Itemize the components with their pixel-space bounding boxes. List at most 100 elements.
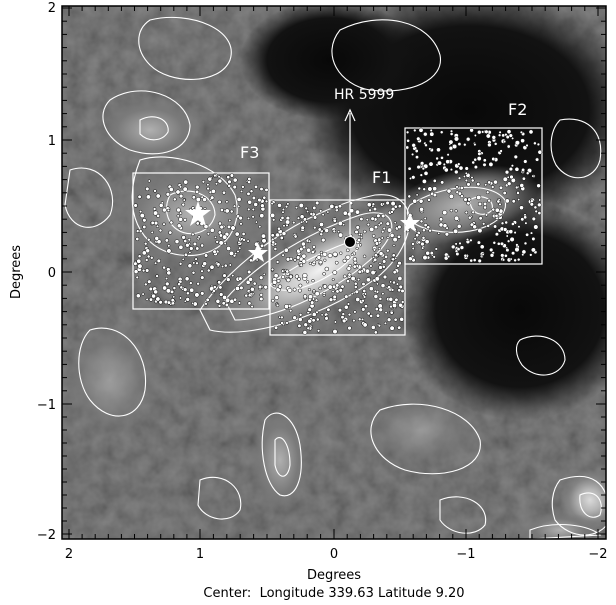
star-dot <box>422 187 426 191</box>
star-dot <box>331 284 337 289</box>
star-dot <box>535 157 540 162</box>
star-dot <box>517 225 521 229</box>
star-dot <box>233 297 238 302</box>
star-dot <box>258 275 264 280</box>
star-dot <box>219 224 224 230</box>
star-dot <box>135 229 140 233</box>
star-dot <box>476 194 482 201</box>
star-dot <box>135 293 141 299</box>
star-dot <box>237 240 241 244</box>
star-dot <box>148 286 153 292</box>
star-dot <box>270 212 276 218</box>
star-dot <box>442 223 448 229</box>
star-dot <box>386 317 392 322</box>
star-dot <box>413 128 417 133</box>
star-dot <box>253 202 259 207</box>
star-dot <box>264 187 269 192</box>
star-dot <box>449 129 454 133</box>
star-dot <box>485 190 490 195</box>
star-dot <box>230 225 236 231</box>
star-dot <box>178 193 184 199</box>
star-dot <box>434 247 438 251</box>
star-dot <box>421 246 425 250</box>
star-dot <box>372 207 378 212</box>
star-dot <box>399 316 405 322</box>
star-dot <box>471 160 476 165</box>
star-dot <box>341 312 346 316</box>
star-dot <box>528 129 534 135</box>
star-dot <box>419 219 424 224</box>
star-dot <box>511 251 516 256</box>
star-dot <box>178 244 184 250</box>
star-dot <box>432 255 436 259</box>
star-dot <box>284 304 289 309</box>
star-dot <box>271 240 276 245</box>
star-dot <box>228 263 232 267</box>
star-symbols <box>185 201 420 262</box>
star-dot <box>450 244 456 250</box>
star-dot <box>519 183 525 188</box>
star-dot <box>216 262 221 267</box>
star-dot <box>340 315 345 320</box>
star-dot <box>398 302 403 308</box>
star-dot <box>162 222 166 226</box>
star-dot <box>331 290 335 294</box>
star-dot <box>400 288 405 294</box>
star-dot <box>192 241 198 247</box>
star-dot <box>326 307 331 312</box>
star-dot <box>308 261 312 265</box>
star-dot <box>275 260 280 264</box>
star-dot <box>332 329 338 335</box>
star-dot <box>260 243 265 248</box>
star-dot <box>231 274 235 278</box>
star-dot <box>189 281 193 285</box>
star-dot <box>392 237 398 243</box>
star-dot <box>153 289 159 295</box>
star-dot <box>505 248 510 253</box>
star-dot <box>261 233 266 239</box>
star-dot <box>272 279 278 285</box>
star-dot <box>342 223 346 227</box>
star-dot <box>439 217 444 222</box>
star-dot <box>363 229 367 234</box>
star-dot <box>151 293 156 299</box>
star-dot <box>346 248 350 253</box>
star-dot <box>148 297 154 302</box>
star-dot <box>357 317 362 322</box>
star-dot <box>529 253 533 257</box>
star-dot <box>415 233 420 238</box>
star-dot <box>218 221 222 226</box>
star-dot <box>165 281 170 287</box>
star-dot <box>145 248 151 254</box>
star-dot <box>145 186 150 192</box>
star-dot <box>446 153 450 157</box>
star-dot <box>412 198 418 204</box>
star-dot <box>357 269 362 274</box>
star-dot <box>255 258 259 262</box>
star-dot <box>397 224 402 230</box>
star-dot <box>419 173 423 177</box>
star-dot <box>506 144 511 149</box>
star-dot <box>145 297 149 301</box>
y-tick-label: −1 <box>37 398 56 413</box>
star-dot <box>350 292 354 296</box>
field-box-f1 <box>269 199 406 336</box>
star-dot <box>397 325 402 330</box>
star-dot <box>525 171 530 175</box>
star-dot <box>224 302 229 308</box>
star-dot <box>185 243 190 248</box>
star-dot <box>537 202 542 208</box>
star-dot <box>534 209 538 214</box>
star-dot <box>537 211 542 216</box>
star-dot <box>389 280 393 284</box>
star-dot <box>334 205 339 210</box>
star-dot <box>146 254 151 259</box>
star-dot <box>293 234 298 239</box>
star-dot <box>210 195 215 200</box>
star-dot <box>158 228 163 233</box>
star-dot <box>464 210 469 215</box>
star-dot <box>362 295 367 299</box>
star-dot <box>437 160 442 166</box>
star-dot <box>338 288 343 293</box>
